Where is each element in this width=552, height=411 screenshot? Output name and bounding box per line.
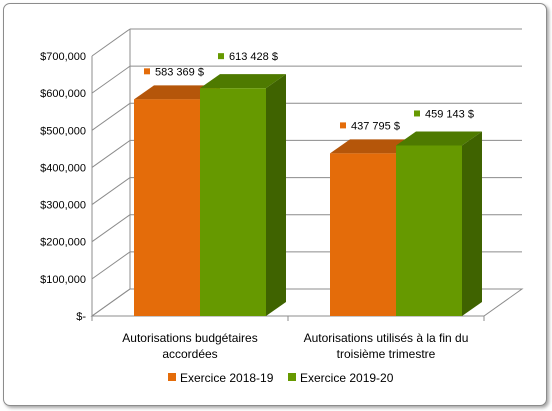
data-label-marker: [414, 110, 420, 117]
bar-top: [396, 131, 482, 146]
gridline-diagonal: [91, 177, 131, 205]
x-tick-label: Autorisations utilisés à la fin du: [304, 331, 469, 345]
bar: [396, 145, 462, 316]
gridline-diagonal: [91, 65, 131, 94]
bar: [200, 88, 266, 317]
data-label-marker: [340, 122, 346, 129]
y-tick-label: $100,000: [40, 274, 86, 286]
legend-label: Exercice 2019-20: [300, 371, 394, 385]
legend-swatch: [288, 373, 296, 381]
gridline-diagonal: [91, 214, 131, 243]
chart-frame: $- $100,000 $200,000 $300,000 $400,000 $500,0…: [3, 3, 547, 406]
gridline-diagonal: [91, 140, 131, 168]
y-tick-label: $-: [76, 311, 86, 323]
data-label-marker: [218, 53, 224, 60]
y-tick-label: $700,000: [40, 51, 86, 63]
data-label: 583 369 $: [155, 66, 204, 78]
y-tick-label: $300,000: [40, 200, 86, 212]
bar-top: [134, 85, 220, 100]
bar-top: [330, 139, 416, 154]
axis-layer: $- $100,000 $200,000 $300,000 $400,000 $500,0…: [40, 51, 485, 323]
legend-label: Exercice 2018-19: [180, 371, 274, 385]
y-tick-label: $200,000: [40, 237, 86, 249]
x-tick-label: troisième trimestre: [337, 347, 436, 361]
data-label: 437 795 $: [351, 120, 400, 132]
y-tick-label: $600,000: [40, 88, 86, 100]
bar-chart: $- $100,000 $200,000 $300,000 $400,000 $500,0…: [40, 28, 524, 385]
gridline-diagonal: [91, 28, 131, 57]
bar-side: [462, 131, 482, 316]
data-label: 613 428 $: [229, 51, 278, 63]
x-tick-label: accordées: [162, 347, 217, 361]
bar-side: [266, 74, 286, 317]
gridline-diagonal: [91, 102, 131, 131]
gridline-diagonal: [91, 251, 131, 280]
bar: [330, 153, 396, 316]
x-tick-label: Autorisations budgétaires: [122, 331, 257, 345]
y-tick-label: $400,000: [40, 162, 86, 174]
legend: Exercice 2018-19 Exercice 2019-20: [168, 371, 394, 385]
data-label: 459 143 $: [425, 108, 474, 120]
bar-layer: [134, 74, 482, 317]
bar: [134, 99, 200, 316]
bar-top: [200, 74, 286, 89]
label-layer: 583 369 $ 613 428 $ Autorisations budgétai…: [122, 51, 474, 361]
legend-swatch: [168, 373, 176, 381]
y-tick-label: $500,000: [40, 125, 86, 137]
data-label-marker: [144, 68, 150, 75]
